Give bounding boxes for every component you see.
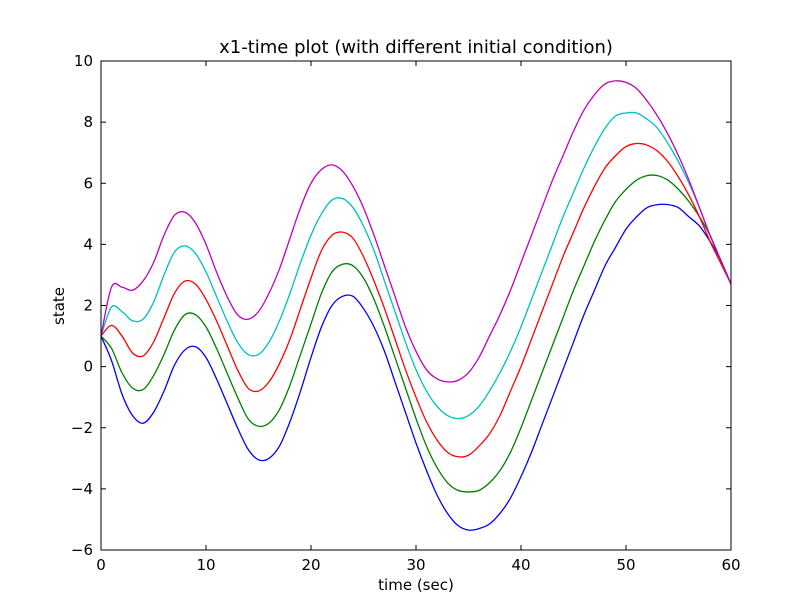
- x-tick-label: 20: [301, 556, 320, 574]
- y-axis: −6 −4 −2 0 2 4 6 8 10: [71, 52, 731, 559]
- plot-area: 0 10 20 30 40 50 60 −6 −4 −2 0 2 4 6 8 10: [71, 52, 741, 574]
- x-tick-label: 0: [96, 556, 106, 574]
- y-tick-label: 2: [83, 297, 93, 315]
- series-line-4: [101, 111, 731, 420]
- x-axis: 0 10 20 30 40 50 60: [96, 61, 741, 574]
- chart-title: x1-time plot (with different initial con…: [219, 37, 613, 58]
- y-axis-label: state: [50, 287, 68, 325]
- x-tick-label: 50: [616, 556, 635, 574]
- x-tick-label: 30: [406, 556, 425, 574]
- y-tick-label: 4: [83, 235, 93, 253]
- y-tick-label: −2: [71, 419, 93, 437]
- y-tick-label: 0: [83, 358, 93, 376]
- y-tick-label: 10: [74, 52, 93, 70]
- series-line-1: [101, 203, 731, 531]
- y-tick-label: −6: [71, 541, 93, 559]
- series-group: [101, 80, 731, 531]
- x-tick-label: 10: [196, 556, 215, 574]
- x-tick-label: 40: [511, 556, 530, 574]
- y-tick-label: −4: [71, 480, 93, 498]
- x-tick-label: 60: [721, 556, 740, 574]
- series-line-3: [101, 142, 731, 458]
- x-axis-label: time (sec): [378, 576, 454, 594]
- series-line-2: [101, 174, 731, 493]
- series-line-5: [101, 80, 731, 383]
- y-tick-label: 8: [83, 113, 93, 131]
- y-tick-label: 6: [83, 174, 93, 192]
